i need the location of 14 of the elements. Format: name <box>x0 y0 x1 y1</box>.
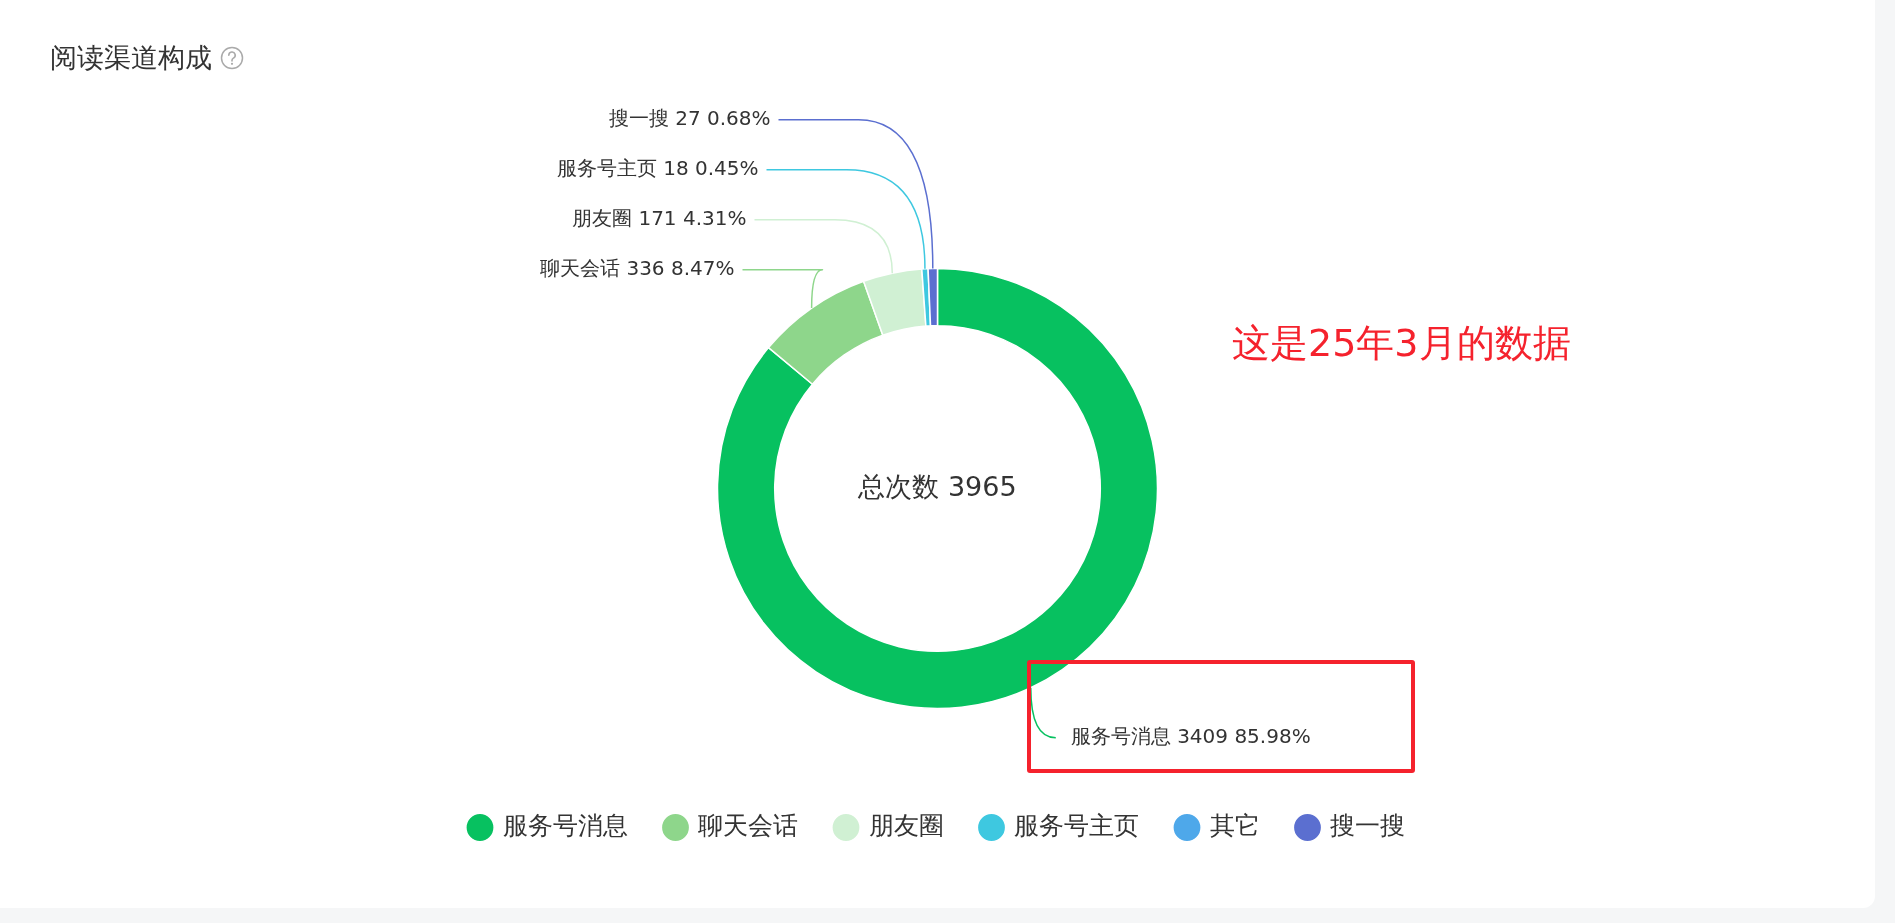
text: 总次数 3965 <box>857 470 1017 502</box>
text: 这是25年3月的数据 <box>1232 320 1571 367</box>
category-label: 服务号主页 18 0.45% <box>556 156 759 181</box>
legend-label: 聊天会话 <box>698 811 798 840</box>
legend-label: 其它 <box>1209 811 1260 840</box>
legend-label: 搜一搜 <box>1330 811 1405 840</box>
text: 阅读渠道构成 <box>50 41 212 75</box>
category-label: 朋友圈 171 4.31% <box>572 206 747 231</box>
category-label: 服务号消息 3409 85.98% <box>1070 723 1311 748</box>
category-label: 聊天会话 336 8.47% <box>540 256 735 281</box>
legend-label: 朋友圈 <box>868 811 944 840</box>
legend-label: 服务号消息 <box>502 811 628 840</box>
category-label: 搜一搜 27 0.68% <box>608 106 771 131</box>
legend-label: 服务号主页 <box>1014 811 1139 840</box>
